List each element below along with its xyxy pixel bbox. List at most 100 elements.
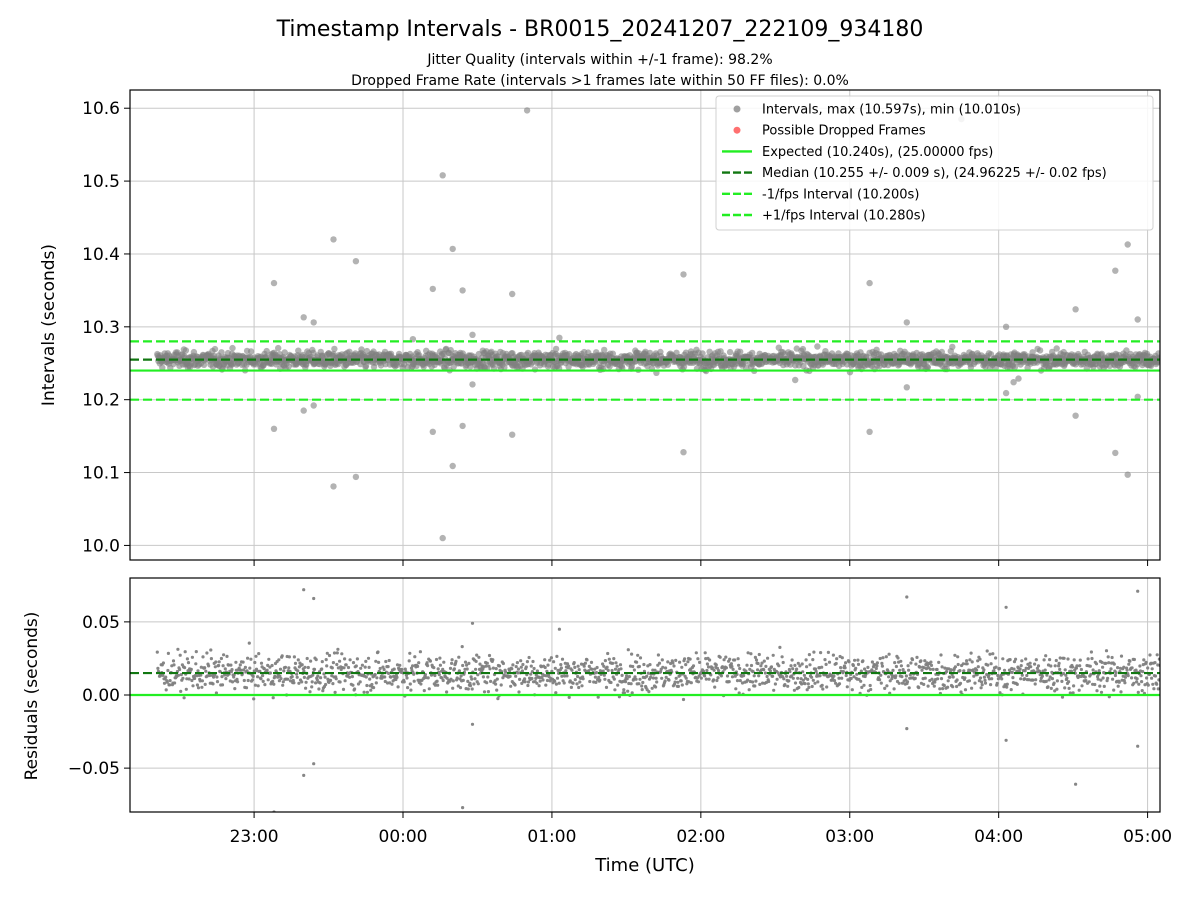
residuals-point: [798, 664, 802, 668]
residuals-point: [894, 674, 898, 678]
residuals-point: [656, 653, 661, 657]
residuals-point: [1042, 658, 1046, 662]
residuals-point: [1008, 658, 1012, 662]
residuals-point: [203, 682, 207, 687]
residuals-point: [217, 660, 221, 664]
residuals-y-tick-label: 0.05: [82, 613, 120, 633]
residuals-point: [596, 695, 600, 699]
residuals-point: [351, 661, 356, 665]
residuals-point: [994, 665, 998, 669]
residuals-point: [800, 662, 804, 666]
residuals-point: [283, 665, 288, 669]
residuals-point: [616, 683, 620, 687]
residuals-point: [292, 655, 296, 659]
residuals-point: [868, 683, 872, 688]
residuals-point: [922, 682, 926, 687]
residuals-point: [227, 663, 231, 667]
residuals-point: [271, 696, 275, 700]
residuals-point: [1005, 685, 1009, 689]
residuals-point: [215, 675, 219, 679]
figure-title: Timestamp Intervals - BR0015_20241207_22…: [276, 17, 924, 42]
residuals-point: [664, 675, 668, 680]
intervals-point: [362, 362, 370, 370]
residuals-point: [958, 681, 963, 686]
residuals-point: [906, 664, 910, 668]
residuals-point: [1104, 661, 1108, 665]
residuals-point: [659, 670, 663, 674]
residuals-point: [190, 678, 194, 683]
residuals-point: [1151, 682, 1155, 686]
intervals-y-tick-label: 10.2: [82, 391, 120, 411]
residuals-point: [590, 667, 594, 671]
residuals-point: [367, 665, 371, 670]
intervals-outlier-point: [300, 407, 307, 414]
intervals-outlier-point: [1134, 316, 1141, 323]
residuals-point: [674, 676, 678, 680]
residuals-point: [527, 655, 531, 660]
residuals-point: [521, 662, 525, 667]
residuals-point: [898, 668, 902, 672]
residuals-point: [1132, 681, 1136, 685]
residuals-point: [263, 683, 267, 687]
residuals-point: [874, 666, 878, 671]
residuals-point: [674, 658, 678, 663]
residuals-point: [475, 653, 479, 657]
residuals-point: [413, 655, 417, 659]
residuals-point: [185, 657, 189, 661]
residuals-point: [754, 679, 758, 683]
residuals-point: [457, 669, 461, 673]
residuals-point: [1107, 661, 1111, 665]
residuals-point: [1106, 655, 1110, 659]
residuals-point: [292, 681, 296, 685]
intervals-axes-frame: [129, 89, 1161, 561]
residuals-point: [855, 672, 859, 676]
residuals-point: [1155, 653, 1159, 657]
residuals-point: [204, 669, 208, 673]
intervals-point: [211, 345, 219, 353]
residuals-point: [259, 677, 263, 681]
residuals-point: [926, 684, 930, 688]
residuals-point: [253, 660, 257, 665]
residuals-point: [166, 668, 170, 673]
residuals-point: [918, 665, 922, 669]
residuals-point: [1104, 649, 1109, 653]
residuals-point: [768, 669, 773, 673]
intervals-outlier-point: [1002, 389, 1010, 397]
residuals-point: [526, 680, 531, 684]
residuals-point: [620, 673, 624, 678]
residuals-point: [933, 680, 937, 684]
residuals-point: [433, 673, 437, 678]
residuals-point: [271, 679, 275, 684]
residuals-point: [463, 660, 468, 664]
residuals-point: [987, 673, 991, 677]
residuals-point: [419, 682, 423, 686]
residuals-point: [1114, 671, 1118, 675]
intervals-outlier-point: [680, 271, 687, 278]
intervals-point: [1011, 363, 1019, 371]
residuals-point: [327, 653, 332, 658]
residuals-point: [899, 664, 904, 668]
residuals-point: [156, 666, 160, 671]
residuals-y-tick-label: 0.00: [82, 686, 120, 706]
residuals-point: [611, 661, 615, 665]
residuals-point: [184, 687, 188, 691]
residuals-point: [875, 661, 880, 665]
residuals-point: [390, 682, 394, 686]
residuals-point: [603, 677, 607, 681]
residuals-point: [746, 651, 750, 655]
residuals-point: [1116, 666, 1120, 670]
residuals-point: [627, 675, 632, 679]
residuals-point: [546, 663, 550, 667]
residuals-point: [372, 686, 376, 690]
residuals-outlier-point: [1136, 589, 1140, 593]
residuals-point: [742, 674, 746, 678]
residuals-point: [559, 663, 563, 667]
residuals-point: [209, 657, 213, 661]
residuals-point: [320, 660, 324, 664]
residuals-point: [325, 664, 329, 668]
residuals-point: [1093, 682, 1097, 687]
residuals-point: [523, 677, 527, 681]
residuals-outlier-point: [461, 806, 465, 810]
residuals-point: [472, 682, 476, 686]
residuals-point: [614, 661, 618, 665]
